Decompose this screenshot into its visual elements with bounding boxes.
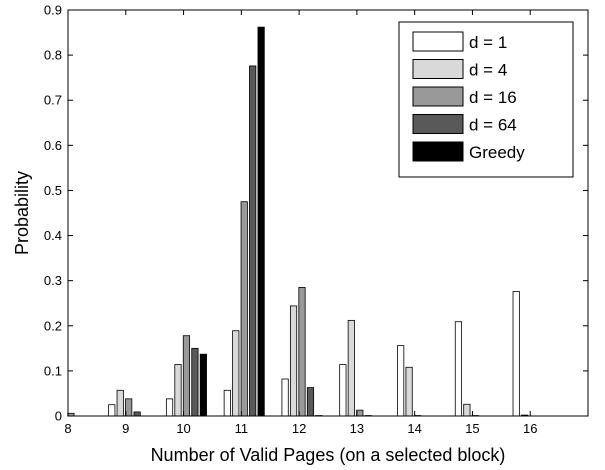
bar [191,347,199,417]
bar [133,411,141,417]
legend-swatch [412,114,464,134]
bar [249,65,257,417]
legend-label: d = 64 [469,116,517,135]
x-tick-label: 16 [523,421,537,436]
y-tick-label: 0.4 [44,228,62,243]
bar [199,353,207,417]
bar [463,403,471,417]
legend-swatch [412,31,464,52]
x-tick-label: 11 [235,421,249,436]
bar [454,321,463,417]
x-axis-label: Number of Valid Pages (on a selected blo… [151,445,506,465]
ticks-group: 8 9 10 11 12 13 14 15 16 0 0.1 0.2 0.3 0.4 0.5 0.6 0.7 0.… [44,3,588,436]
x-tick-label: 14 [407,421,421,436]
legend-swatch [412,141,464,162]
bar [512,291,520,417]
y-tick-label: 0.6 [44,138,62,153]
bar [116,389,124,417]
y-tick-label: 0.5 [44,183,62,198]
bar [405,366,413,417]
bar [289,305,298,417]
x-tick-label: 13 [350,421,364,436]
x-tick-label: 15 [465,421,479,436]
bar [165,398,174,417]
bar [281,378,289,417]
plot-frame [67,9,589,417]
bar [232,330,240,417]
bar [182,335,191,417]
legend-swatch [412,86,464,107]
bar [339,364,347,417]
y-axis-label: Probability [12,171,32,255]
x-tick-label: 12 [292,421,306,436]
bars-group [67,26,529,417]
legend-label: d = 4 [469,61,507,80]
x-tick-label: 10 [176,421,190,436]
y-tick-label: 0 [55,409,62,424]
legend-label: d = 16 [469,88,517,107]
legend-swatch [412,59,464,79]
y-tick-label: 0.2 [44,318,62,333]
legend-label: Greedy [469,143,525,162]
bar [397,345,405,417]
bar [347,319,355,417]
y-tick-label: 0.9 [44,3,62,18]
bar [240,201,248,417]
x-tick-label: 9 [122,421,129,436]
y-tick-label: 0.1 [44,363,62,378]
bar [174,364,182,417]
y-tick-label: 0.3 [44,273,62,288]
y-tick-label: 0.7 [44,93,62,108]
bar [108,404,116,417]
legend: d = 1 d = 4 d = 16 d = 64 Greedy [398,21,574,178]
x-tick-label: 8 [64,421,71,436]
bar [223,389,231,417]
bar [298,287,306,417]
bar [356,409,364,417]
bar [257,26,265,417]
bar [306,387,315,417]
bar [125,398,133,417]
legend-label: d = 1 [469,33,507,52]
y-tick-label: 0.8 [44,48,62,63]
